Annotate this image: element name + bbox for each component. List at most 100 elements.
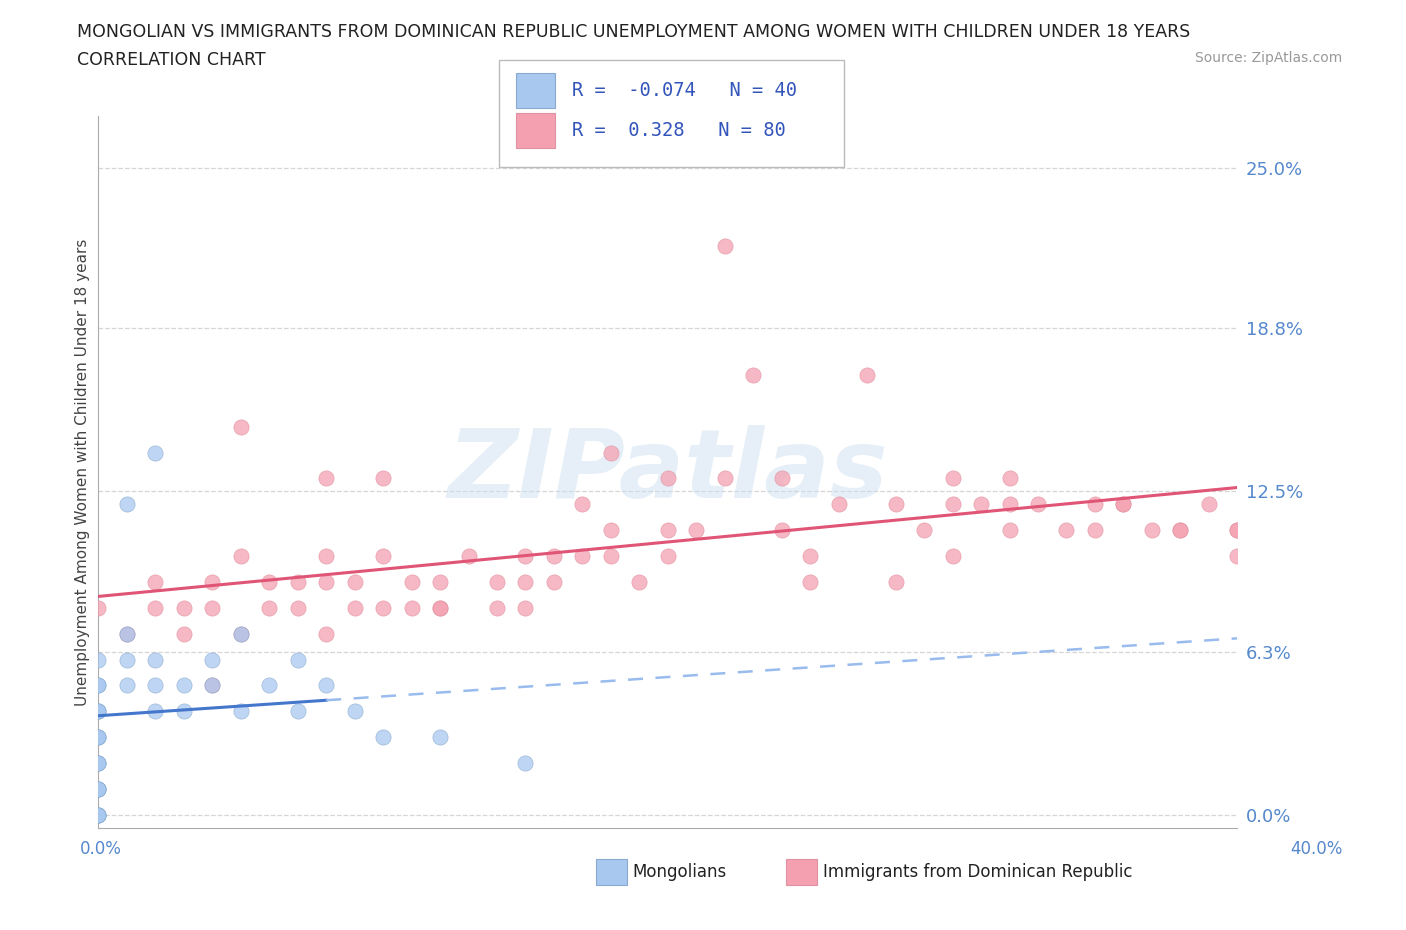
Point [173, 704, 195, 719]
Point [429, 575, 451, 590]
Point [145, 652, 167, 667]
Point [87, 755, 110, 770]
Point [87, 755, 110, 770]
Point [373, 730, 395, 745]
Point [87, 704, 110, 719]
Point [87, 807, 110, 822]
Point [942, 549, 965, 564]
Point [942, 497, 965, 512]
Point [201, 601, 224, 616]
Point [343, 575, 366, 590]
Point [229, 419, 252, 434]
Point [429, 601, 451, 616]
Point [87, 704, 110, 719]
Point [970, 497, 993, 512]
Point [173, 626, 195, 641]
Point [145, 678, 167, 693]
Point [87, 730, 110, 745]
Point [201, 678, 224, 693]
Point [543, 549, 565, 564]
Point [115, 652, 138, 667]
Point [87, 781, 110, 796]
Point [229, 626, 252, 641]
Point [998, 497, 1021, 512]
Point [87, 652, 110, 667]
Point [87, 678, 110, 693]
Point [373, 471, 395, 485]
Point [287, 704, 309, 719]
Point [201, 652, 224, 667]
Point [998, 471, 1021, 485]
Text: MONGOLIAN VS IMMIGRANTS FROM DOMINICAN REPUBLIC UNEMPLOYMENT AMONG WOMEN WITH CH: MONGOLIAN VS IMMIGRANTS FROM DOMINICAN R… [77, 23, 1191, 41]
Point [600, 445, 623, 460]
Y-axis label: Unemployment Among Women with Children Under 18 years: Unemployment Among Women with Children U… [75, 238, 90, 706]
Point [315, 626, 337, 641]
Point [1170, 523, 1192, 538]
Point [1170, 523, 1192, 538]
Point [486, 575, 509, 590]
Point [457, 549, 479, 564]
Point [770, 471, 793, 485]
Point [571, 497, 593, 512]
Point [145, 445, 167, 460]
Point [1084, 497, 1107, 512]
Point [201, 575, 224, 590]
Point [515, 601, 537, 616]
Point [315, 549, 337, 564]
Point [942, 471, 965, 485]
Point [87, 601, 110, 616]
Point [229, 626, 252, 641]
Point [315, 575, 337, 590]
Point [515, 575, 537, 590]
Point [315, 678, 337, 693]
Point [657, 549, 679, 564]
Point [600, 523, 623, 538]
Point [685, 523, 707, 538]
Point [145, 575, 167, 590]
Point [1226, 523, 1249, 538]
Point [259, 575, 281, 590]
Point [87, 807, 110, 822]
Point [799, 575, 821, 590]
Text: CORRELATION CHART: CORRELATION CHART [77, 51, 266, 69]
Point [401, 601, 423, 616]
Point [287, 601, 309, 616]
Text: 40.0%: 40.0% [1289, 840, 1343, 857]
Point [145, 704, 167, 719]
Point [770, 523, 793, 538]
Point [87, 704, 110, 719]
Point [87, 678, 110, 693]
Point [1056, 523, 1078, 538]
Point [600, 549, 623, 564]
Point [1026, 497, 1049, 512]
Point [87, 781, 110, 796]
Point [998, 523, 1021, 538]
Point [201, 678, 224, 693]
Point [87, 755, 110, 770]
Text: Source: ZipAtlas.com: Source: ZipAtlas.com [1195, 51, 1343, 65]
Point [714, 238, 737, 253]
Point [343, 601, 366, 616]
Point [856, 367, 879, 382]
Point [287, 575, 309, 590]
Point [115, 626, 138, 641]
Point [1226, 523, 1249, 538]
Text: 0.0%: 0.0% [80, 840, 122, 857]
Point [543, 575, 565, 590]
Point [571, 549, 593, 564]
Point [259, 601, 281, 616]
Point [1226, 549, 1249, 564]
Text: Immigrants from Dominican Republic: Immigrants from Dominican Republic [823, 863, 1132, 882]
Point [87, 807, 110, 822]
Text: R =  -0.074   N = 40: R = -0.074 N = 40 [572, 81, 797, 100]
Point [401, 575, 423, 590]
Point [87, 730, 110, 745]
Point [287, 652, 309, 667]
Point [115, 626, 138, 641]
Point [173, 678, 195, 693]
Point [429, 730, 451, 745]
Text: Mongolians: Mongolians [633, 863, 727, 882]
Point [173, 601, 195, 616]
Point [515, 755, 537, 770]
Point [87, 807, 110, 822]
